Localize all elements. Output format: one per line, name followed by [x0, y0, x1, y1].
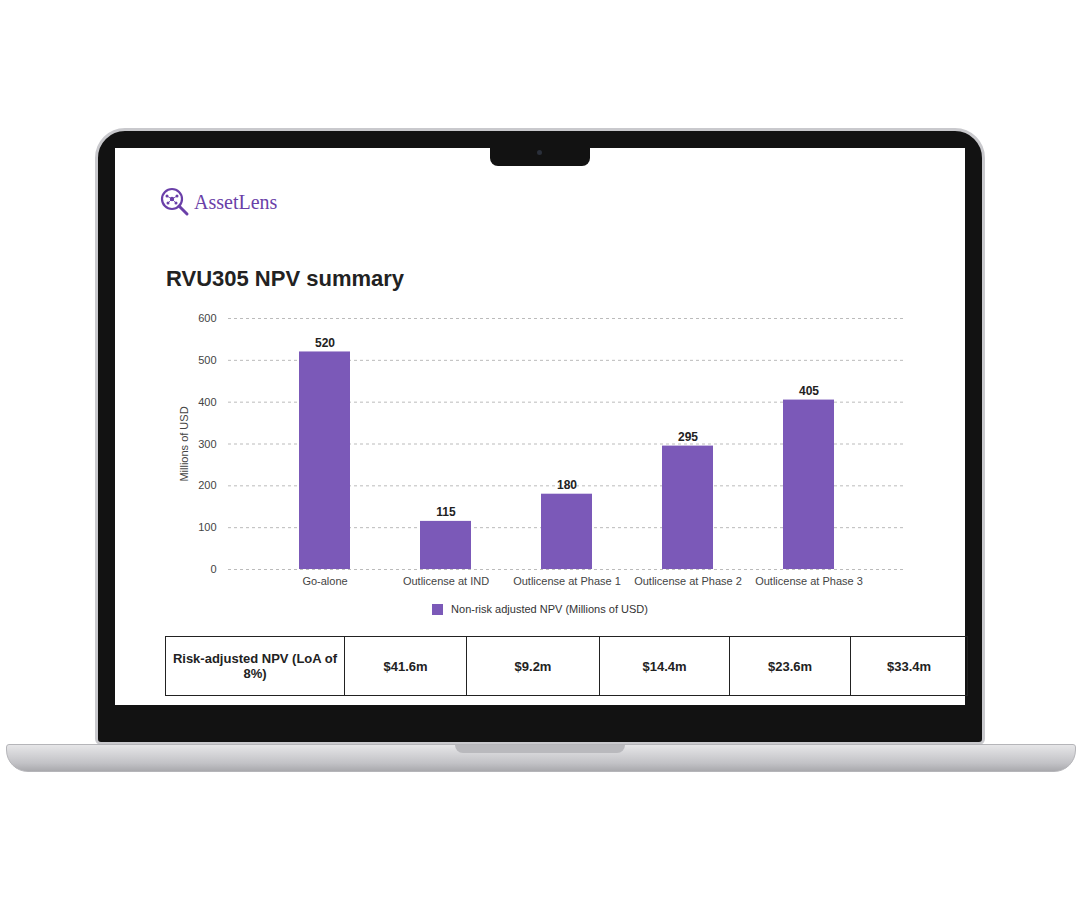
html-text:$33.4m: $33.4m — [887, 658, 931, 674]
svg-text:Outlicense at Phase 1: Outlicense at Phase 1 — [513, 575, 621, 587]
svg-text:Outlicense at IND: Outlicense at IND — [403, 575, 489, 587]
svg-text:600: 600 — [198, 312, 216, 324]
html-text:Non-risk adjusted NPV (Million: Non-risk adjusted NPV (Millions of USD) — [451, 603, 648, 615]
svg-text:405: 405 — [799, 384, 819, 398]
html-text:$23.6m: $23.6m — [768, 658, 812, 674]
svg-text:Outlicense at Phase 2: Outlicense at Phase 2 — [634, 575, 742, 587]
svg-text:115: 115 — [436, 505, 456, 519]
svg-text:Outlicense at Phase 3: Outlicense at Phase 3 — [755, 575, 863, 587]
svg-text:500: 500 — [198, 354, 216, 366]
html-text:$9.2m: $9.2m — [514, 658, 552, 674]
svg-text:520: 520 — [315, 336, 335, 350]
html-text:AssetLens: AssetLens — [194, 190, 278, 213]
svg-text:400: 400 — [198, 396, 216, 408]
svg-text:0: 0 — [210, 563, 216, 575]
html-text:$14.4m: $14.4m — [642, 658, 687, 674]
svg-text:295: 295 — [678, 430, 698, 444]
svg-text:Millions of USD: Millions of USD — [178, 406, 190, 481]
svg-text:200: 200 — [198, 479, 216, 491]
svg-text:180: 180 — [557, 478, 577, 492]
html-text:$41.6m: $41.6m — [383, 658, 428, 674]
html-text:Risk-adjusted NPV (LoA of 8%): Risk-adjusted NPV (LoA of 8%) — [172, 651, 338, 681]
svg-text:Go-alone: Go-alone — [302, 575, 347, 587]
svg-text:300: 300 — [198, 438, 216, 450]
html-text:RVU305 NPV summary: RVU305 NPV summary — [166, 266, 404, 291]
svg-text:100: 100 — [198, 521, 216, 533]
